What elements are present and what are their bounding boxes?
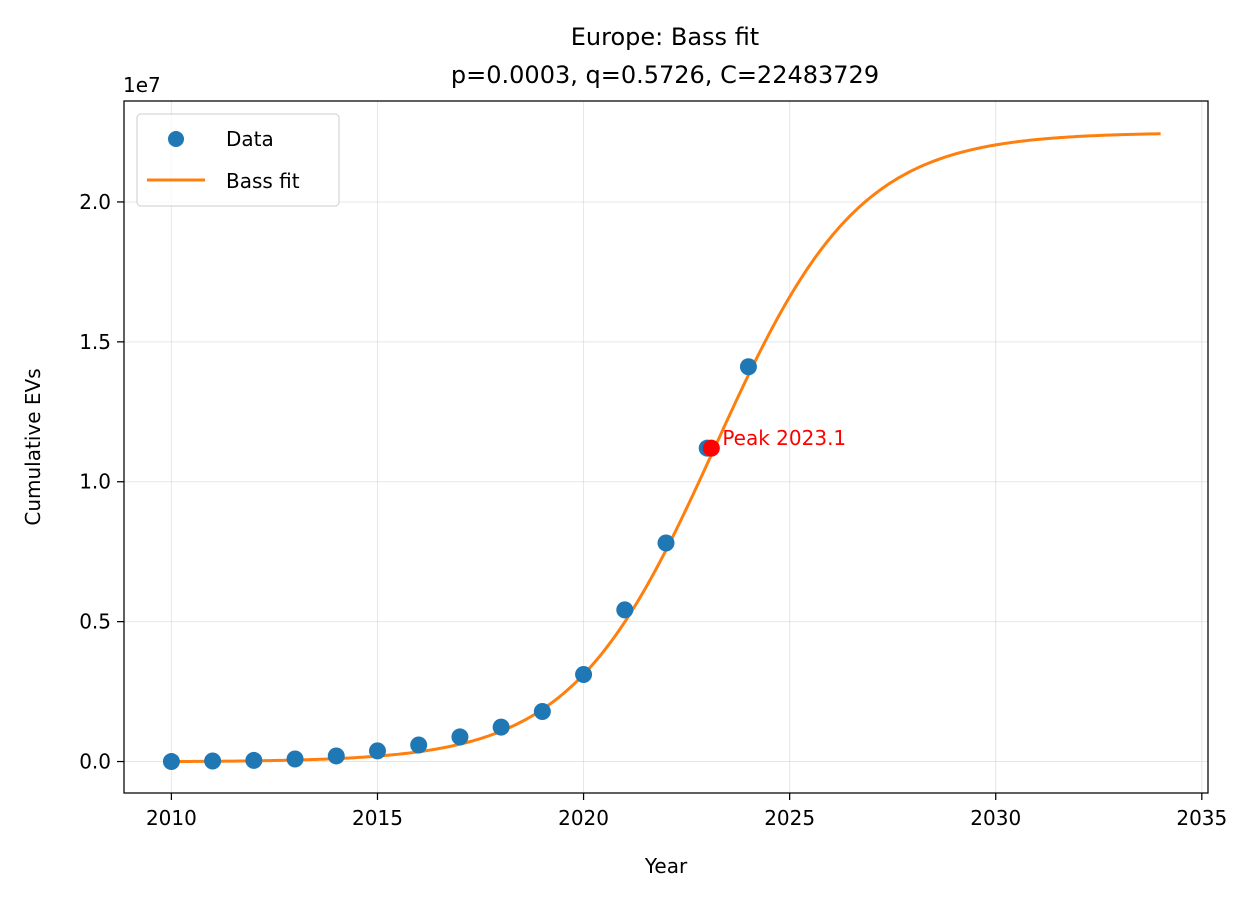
series-layer [162,132,1161,771]
data-point [616,601,634,619]
legend-box [136,113,340,207]
peak-label: Peak 2023.1 [722,426,846,450]
x-axis-label: Year [644,854,688,878]
y-tick-label: 0.5 [79,610,111,634]
axis-layer: 2010 2015 2020 2025 2030 2035 0.0 0.5 1.0 1.5 2.0 [79,190,1227,830]
data-point [162,753,180,771]
legend-data-marker [168,131,184,147]
data-point [410,736,428,754]
chart-title: Europe: Bass fit [571,23,759,51]
x-tick-label: 2030 [970,806,1021,830]
x-tick-label: 2015 [352,806,403,830]
y-tick-label: 0.0 [79,750,111,774]
y-tick-label: 1.5 [79,330,111,354]
peak-marker [702,439,720,457]
data-point [739,358,757,376]
data-point [492,718,510,736]
y-axis-offset-label: 1e7 [123,73,161,97]
annotation-layer: Peak 2023.1 [702,426,846,457]
data-point [204,752,222,770]
data-point [245,751,263,769]
data-point [533,702,551,720]
x-tick-label: 2025 [764,806,815,830]
data-point [368,742,386,760]
legend-data-label: Data [226,127,274,151]
data-point [327,747,345,765]
legend: Data Bass fit [136,113,340,207]
data-point [657,534,675,552]
plot-frame [123,100,1209,794]
y-tick-label: 2.0 [79,190,111,214]
y-axis-label: Cumulative EVs [21,368,45,525]
legend-bass-fit-label: Bass fit [226,169,300,193]
grid-layer [124,101,1208,793]
data-point [575,666,593,684]
x-tick-label: 2010 [146,806,197,830]
data-point [286,750,304,768]
x-tick-label: 2020 [558,806,609,830]
chart-subtitle: p=0.0003, q=0.5726, C=22483729 [451,61,879,89]
y-tick-label: 1.0 [79,470,111,494]
x-tick-label: 2035 [1176,806,1227,830]
data-point [451,728,469,746]
